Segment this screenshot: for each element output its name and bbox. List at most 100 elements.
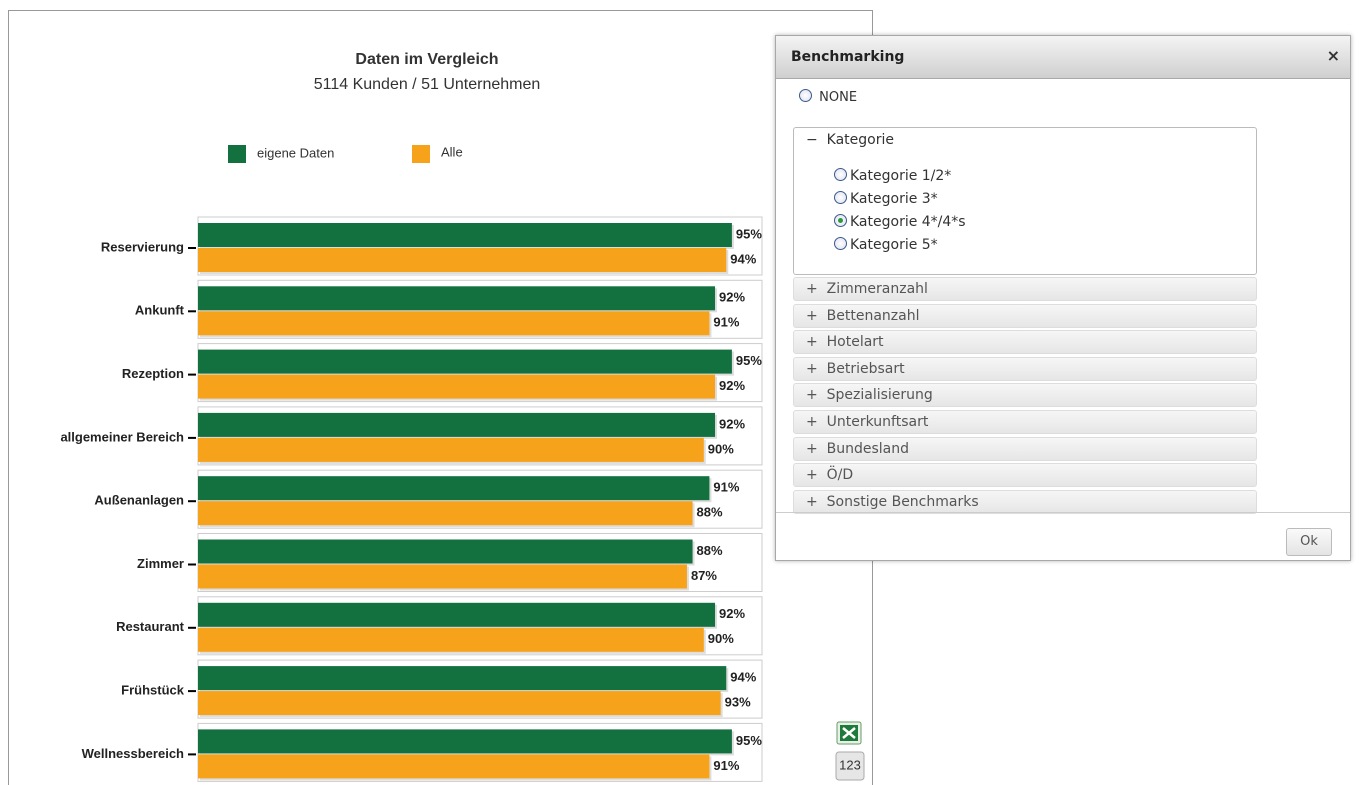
value-label: 91% [713, 480, 739, 495]
bar [198, 476, 710, 501]
section-title: Bundesland [826, 440, 910, 457]
section-title: Ö/D [826, 467, 854, 484]
category-option[interactable]: Kategorie 5* [834, 237, 966, 260]
category-label: Frühstück [121, 683, 185, 698]
value-label: 95% [736, 353, 762, 368]
category-option[interactable]: Kategorie 4*/4*s [834, 214, 966, 237]
collapsed-section[interactable]: + Betriebsart [793, 356, 1257, 381]
dialog-title: Benchmarking [791, 49, 905, 65]
legend-swatch [228, 145, 246, 163]
radio[interactable] [834, 214, 847, 227]
value-label: 94% [730, 251, 756, 266]
expand-sign: + [806, 493, 818, 510]
bar [198, 223, 732, 247]
collapsed-section[interactable]: + Unterkunftsart [793, 409, 1257, 434]
section-title: Zimmeranzahl [826, 281, 928, 297]
bar [198, 412, 716, 437]
category-label: Ankunft [135, 303, 185, 318]
bar [198, 311, 710, 336]
expand-sign: + [806, 467, 818, 484]
category-label: Rezeption [122, 366, 184, 381]
radio[interactable] [799, 89, 812, 102]
collapse-sign: − [806, 132, 818, 148]
value-label: 93% [725, 695, 751, 710]
category-label: allgemeiner Bereich [60, 429, 184, 444]
legend-label: Alle [441, 144, 463, 159]
category-label: Zimmer [137, 556, 184, 571]
expand-sign: + [806, 334, 818, 351]
expanded-section: − Kategorie Kategorie 1/2* Kategorie 3* Ka… [793, 127, 1257, 275]
close-button[interactable]: × [1326, 46, 1340, 65]
option-label: Kategorie 4*/4*s [850, 214, 966, 230]
category-label: Außenanlagen [94, 493, 184, 508]
radio[interactable] [834, 168, 847, 181]
category-label: Wellnessbereich [82, 746, 184, 761]
option-label: Kategorie 5* [850, 237, 938, 253]
section-title: Unterkunftsart [826, 413, 929, 430]
bar [198, 691, 721, 716]
bar [198, 754, 710, 779]
expand-sign: + [806, 440, 818, 457]
collapsed-section[interactable]: + Spezialisierung [793, 383, 1257, 408]
value-label: 91% [713, 315, 739, 330]
category-label: Reservierung [101, 239, 184, 254]
collapsed-section[interactable]: + Ö/D [793, 463, 1257, 488]
section-title: Betriebsart [826, 360, 905, 377]
dialog-header: Benchmarking × [776, 36, 1350, 79]
value-label: 92% [719, 416, 745, 431]
bar [198, 602, 716, 627]
collapsed-section[interactable]: + Sonstige Benchmarks [793, 489, 1257, 514]
bar [198, 666, 727, 691]
section-title: Sonstige Benchmarks [826, 493, 979, 510]
category-option[interactable]: Kategorie 3* [834, 191, 966, 214]
bar [198, 729, 732, 754]
value-label: 92% [719, 290, 745, 305]
excel-icon[interactable] [836, 721, 862, 745]
expand-sign: + [806, 281, 818, 297]
option-label: Kategorie 1/2* [850, 168, 952, 184]
collapsed-section[interactable]: + Bettenanzahl [793, 303, 1257, 328]
category-option[interactable]: Kategorie 1/2* [834, 168, 966, 191]
section-title: Kategorie [826, 132, 894, 148]
collapsed-section[interactable]: + Hotelart [793, 330, 1257, 355]
expand-sign: + [806, 307, 818, 324]
collapsed-section[interactable]: + Bundesland [793, 436, 1257, 461]
bar [198, 248, 727, 272]
bar [198, 501, 693, 526]
category-label: Restaurant [116, 619, 185, 634]
bar [198, 349, 732, 374]
none-option[interactable]: NONE [799, 89, 857, 105]
expand-sign: + [806, 360, 818, 377]
radio[interactable] [834, 191, 847, 204]
value-label: 94% [730, 670, 756, 685]
value-label: 90% [708, 631, 734, 646]
value-label: 95% [736, 226, 762, 241]
section-title: Bettenanzahl [826, 307, 920, 324]
bar [198, 539, 693, 564]
value-label: 88% [697, 543, 723, 558]
value-label: 90% [708, 441, 734, 456]
expand-sign: + [806, 413, 818, 430]
value-label: 92% [719, 606, 745, 621]
benchmark-dialog: Benchmarking × NONE − Kategorie Kategori… [775, 35, 1351, 561]
section-header[interactable]: − Kategorie [806, 132, 894, 148]
value-label: 88% [697, 505, 723, 520]
bar [198, 627, 704, 652]
option-label: Kategorie 3* [850, 191, 938, 207]
collapsed-section[interactable]: + Zimmeranzahl [793, 277, 1257, 301]
chart-title: Daten im Vergleich [355, 51, 498, 68]
expand-sign: + [806, 387, 818, 404]
numbers-button[interactable]: 123 [835, 751, 865, 781]
section-title: Spezialisierung [826, 387, 933, 404]
numbers-label: 123 [839, 757, 861, 772]
ok-button[interactable]: Ok [1286, 528, 1332, 556]
bar [198, 564, 687, 589]
chart-subtitle: 5114 Kunden / 51 Unternehmen [314, 76, 541, 93]
options: Kategorie 1/2* Kategorie 3* Kategorie 4*/4… [834, 168, 966, 260]
value-label: 91% [713, 758, 739, 773]
radio[interactable] [834, 237, 847, 250]
dialog-footer [776, 512, 1350, 513]
legend-label: eigene Daten [257, 145, 334, 160]
